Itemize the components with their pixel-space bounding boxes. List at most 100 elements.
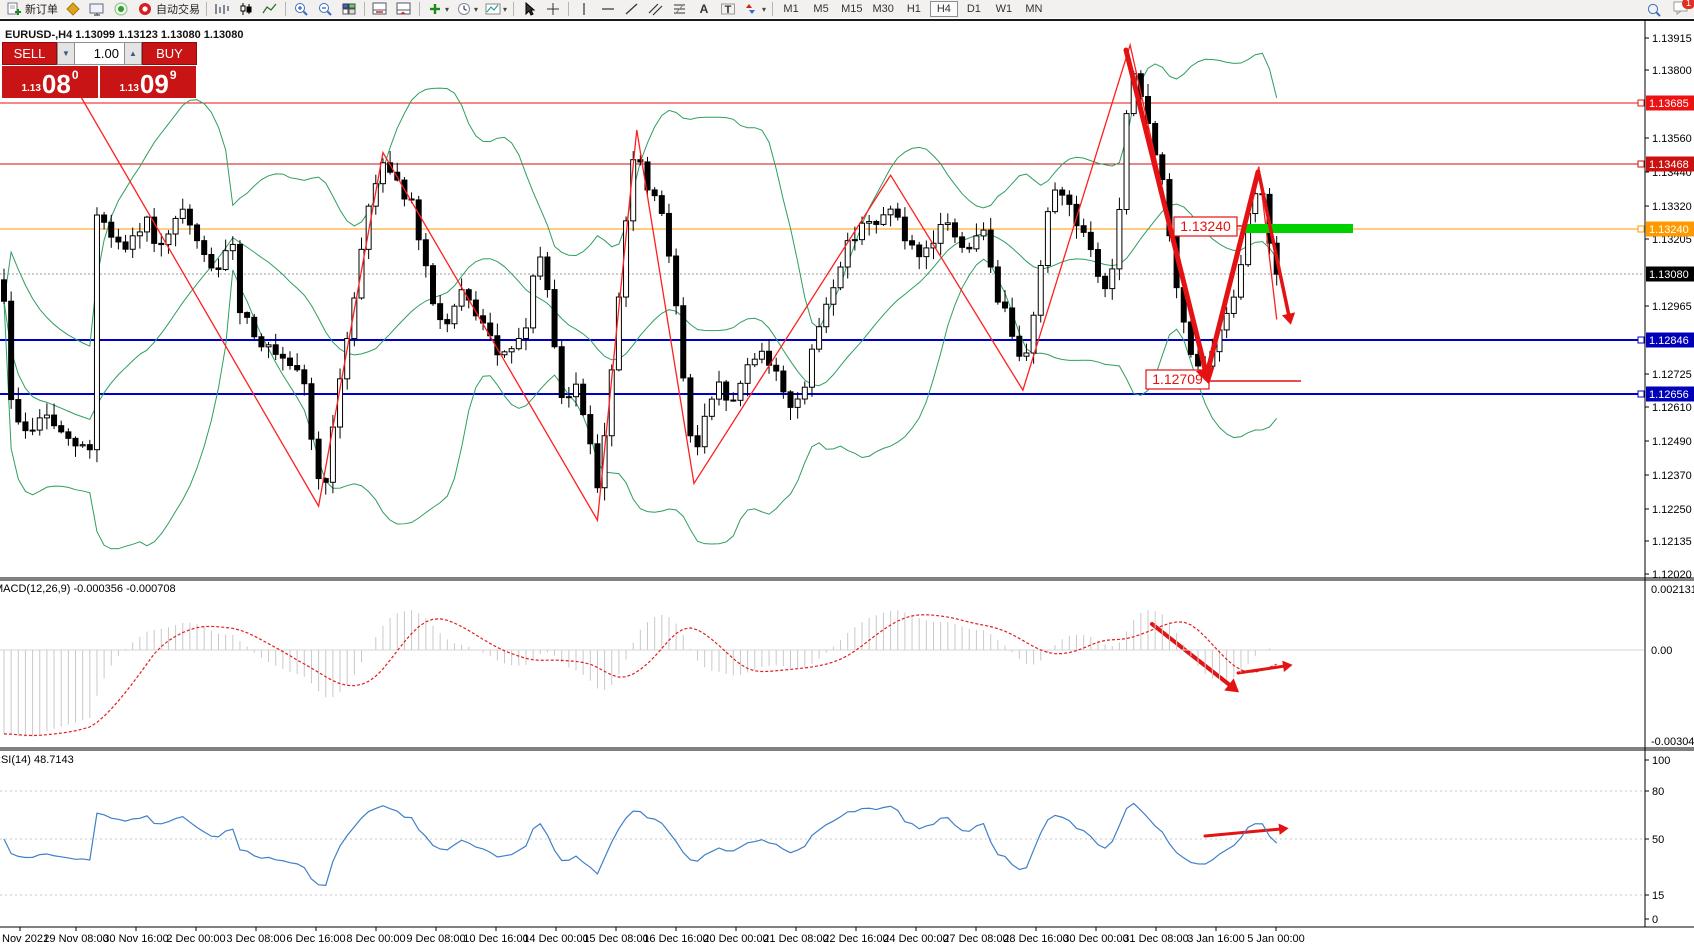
time-tick-label: 31 Dec 08:00 [1123,933,1188,945]
candle-bull [1123,113,1130,211]
bar-chart-button[interactable] [210,0,234,19]
lot-decrease-button[interactable]: ▼ [57,42,75,65]
time-tick-label: 5 Jan 00:00 [1247,933,1305,945]
timeframe-m30-button[interactable]: M30 [872,3,894,15]
annotation-arrow-macd-3[interactable] [1150,622,1233,688]
styler-button[interactable] [61,0,85,19]
candle-bull [1030,314,1037,354]
timeframe-m1-button[interactable]: M1 [783,3,799,15]
price-badge-label: 1.13685 [1649,98,1689,110]
crosshair-button[interactable] [541,0,565,19]
template-button[interactable]: ▾ [481,0,510,19]
candle-bull [701,415,708,448]
plus-chart-icon [430,4,440,14]
cursor-icon [525,1,536,16]
price-tick-label: 1.12965 [1652,301,1692,313]
arrows-button[interactable]: ▾ [740,0,769,19]
toolbar-separator [568,2,570,16]
toolbar-separator [364,2,365,16]
price-label-box[interactable] [1173,216,1238,237]
text-button[interactable]: A [692,0,716,19]
cursor-button[interactable] [517,0,541,19]
candle-bear [437,303,444,321]
chart-candles-icon [240,3,252,15]
candle-bull [866,221,873,224]
timeframe-d1-button[interactable]: D1 [966,3,981,15]
green-price-marker[interactable] [1243,224,1353,233]
rsi-tick-label: 100 [1652,755,1670,767]
candle-bear [558,346,565,398]
time-tick-label: 16 Dec 16:00 [643,933,708,945]
chevron-down-icon: ▾ [474,4,479,14]
candle-bull [801,386,808,400]
time-tick-label: 30 Dec 00:00 [1063,933,1128,945]
zoom-out-button[interactable] [313,0,337,19]
annotation-arrow-rsi-5-head [1278,823,1289,835]
robot-icon [139,3,151,15]
lot-increase-button[interactable]: ▲ [124,42,142,65]
annotation-arrow-main-1[interactable] [1203,169,1261,381]
line-chart-button[interactable] [258,0,282,19]
horizontal-line-button[interactable] [596,0,620,19]
indicator-window-button[interactable] [368,0,392,19]
fibonacci-button[interactable] [668,0,692,19]
sell-price-display[interactable]: 1.13 08 0 [2,66,98,98]
candle-bear [1137,73,1144,98]
channel-button[interactable] [644,0,668,19]
window-a-icon [372,2,387,15]
timeframe-m15-button[interactable]: M15 [841,3,863,15]
search-button[interactable] [1642,0,1666,19]
buy-button[interactable]: BUY [142,42,197,65]
annotation-arrow-main-0[interactable] [1123,47,1209,375]
sell-price-big: 08 [41,69,71,99]
lot-size-input[interactable] [75,42,124,65]
new-order-button[interactable]: 新订单 [2,0,61,19]
trendline-button[interactable] [620,0,644,19]
timeframe-m5-button[interactable]: M5 [813,3,829,15]
time-tick-label: 6 Dec 16:00 [286,933,345,945]
candle-bull [601,435,608,489]
timeframe-w1-button[interactable]: W1 [995,3,1013,15]
signals-button[interactable] [109,0,133,19]
price-badge-1.12846 [1646,332,1694,348]
search-icon [1647,3,1661,17]
macd-signal-line [3,614,1277,737]
period-button[interactable]: ▾ [452,0,481,19]
annotation-arrow-rsi-5[interactable] [1203,827,1283,838]
candle-bear [315,438,322,480]
label-button[interactable]: T [716,0,740,19]
candle-bull [351,297,358,340]
candle-bull [744,364,751,384]
timeframe-mn-button[interactable]: MN [1025,3,1043,15]
window-top-border [0,19,1694,21]
tile-windows-button[interactable] [337,0,361,19]
market-watch-button[interactable] [85,0,109,19]
candlestick-chart-button[interactable] [234,0,258,19]
candle-bull [794,398,801,408]
candle-bull [1052,189,1059,213]
buy-price-display[interactable]: 1.13 09 9 [100,66,196,98]
vertical-line-button[interactable] [572,0,596,19]
indicator-window-alt-button[interactable] [392,0,416,19]
add-chart-button[interactable]: ▾ [423,0,452,19]
auto-trading-button[interactable]: 自动交易 [133,0,203,19]
candle-bear [594,443,601,489]
zoom-in-button[interactable] [289,0,313,19]
candle-bull [851,239,858,242]
arrows-sym-icon [746,4,756,14]
candle-bear [301,369,308,385]
candle-bull [229,243,236,252]
timeframe-h4-button[interactable]: H4 [929,1,958,17]
sell-button[interactable]: SELL [2,42,57,65]
annotation-arrow-main-2[interactable] [1257,172,1291,318]
time-tick-label: 2 Dec 00:00 [166,933,225,945]
notifications-button[interactable]: 1 [1672,0,1694,20]
toolbar-right-group: 1 [1642,0,1694,20]
candle-bull [937,224,944,244]
time-tick-label: 3 Dec 08:00 [226,933,285,945]
candle-bear [8,300,15,401]
timeframe-h1-button[interactable]: H1 [906,3,921,15]
candle-bull [136,231,143,237]
signal-icon [114,2,128,16]
line-anchor-square [1637,160,1645,168]
